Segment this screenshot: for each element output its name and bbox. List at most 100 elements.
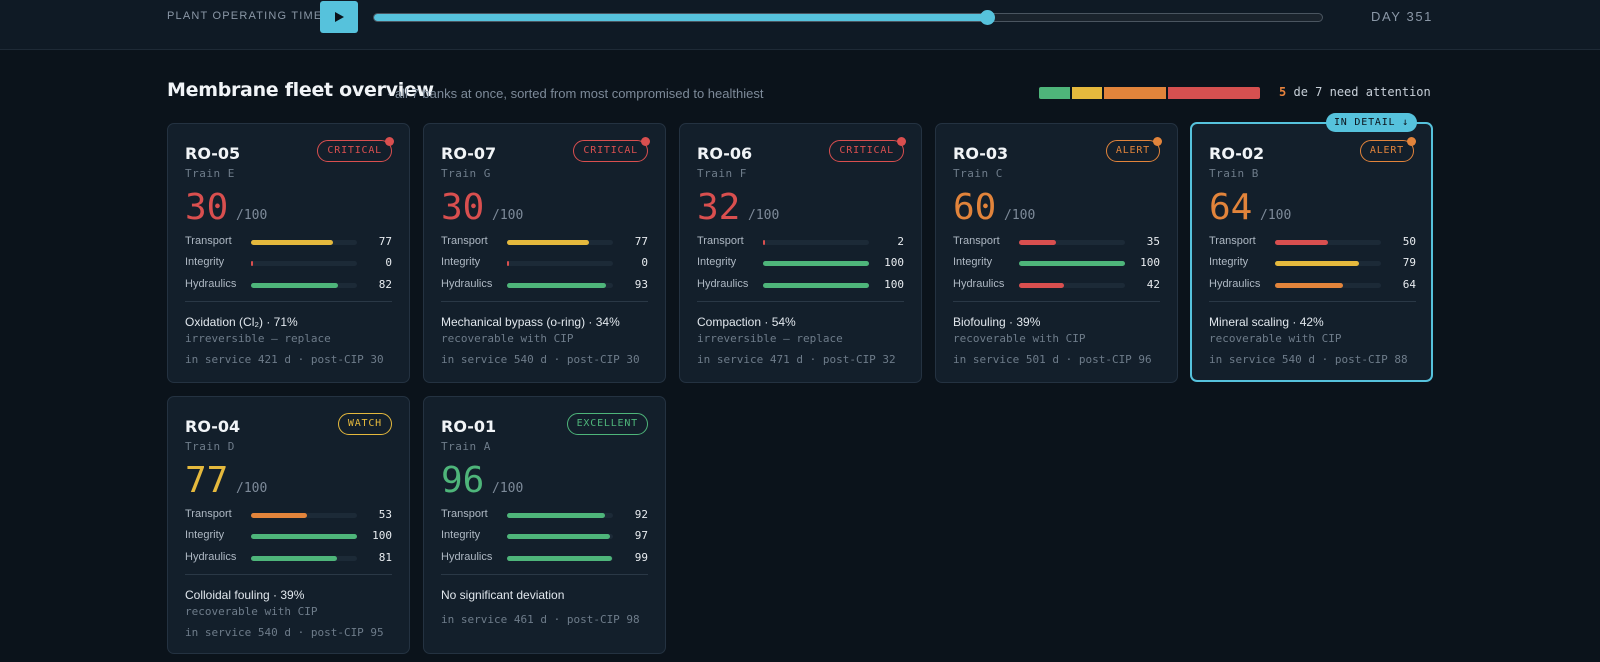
health-score: 96 [441,460,485,501]
metric-label: Integrity [441,256,481,268]
metric-value: 64 [1402,278,1416,291]
diagnosis: No significant deviation [441,588,565,602]
page-title: Membrane fleet overview [167,79,434,101]
card-train: Train F [697,167,747,180]
metric-value: 2 [897,235,904,248]
metric-bar-fill [1019,240,1057,245]
metric-bar-fill [251,556,337,561]
membrane-card-ro-01[interactable]: RO-01 Train A EXCELLENT 96/100 Transport 92 In… [423,396,666,654]
alert-dot [385,137,394,146]
metric-label: Transport [441,508,488,520]
card-id: RO-03 [953,144,1009,163]
metric-value: 50 [1402,235,1416,248]
metric-value: 53 [378,508,392,521]
metric-label: Integrity [697,256,737,268]
membrane-card-ro-05[interactable]: RO-05 Train E CRITICAL 30/100 Transport 77 Int… [167,123,410,383]
metric-label: Integrity [185,256,225,268]
service-info: in service 421 d · post-CIP 30 [185,353,384,366]
metric-bar-fill [251,283,338,288]
diagnosis: Colloidal fouling · 39% [185,588,305,602]
timeline-slider-fill [374,14,988,21]
metric-label: Transport [697,235,744,247]
card-id: RO-07 [441,144,497,163]
metric-bar [1275,240,1381,245]
card-train: Train G [441,167,491,180]
metric-bar-fill [1019,261,1125,266]
service-info: in service 461 d · post-CIP 98 [441,613,640,626]
metric-value: 92 [634,508,648,521]
membrane-card-ro-04[interactable]: RO-04 Train D WATCH 77/100 Transport 53 Integr… [167,396,410,654]
service-info: in service 540 d · post-CIP 95 [185,626,384,639]
metric-row-hydraulics: Hydraulics 42 [953,278,1160,292]
membrane-card-ro-06[interactable]: RO-06 Train F CRITICAL 32/100 Transport 2 Inte… [679,123,922,383]
health-score-max: /100 [236,208,268,223]
metric-bar-fill [251,513,308,518]
health-score: 30 [441,187,485,228]
metric-label: Integrity [441,529,481,541]
metric-row-hydraulics: Hydraulics 100 [697,278,904,292]
play-icon [335,12,344,22]
health-score: 64 [1209,187,1253,228]
card-divider [953,301,1160,302]
metric-bar [251,513,357,518]
service-info: in service 501 d · post-CIP 96 [953,353,1152,366]
page-subtitle: · all 7 banks at once, sorted from most … [387,86,764,101]
status-badge: CRITICAL [829,137,906,162]
card-divider [185,574,392,575]
metric-value: 100 [1140,256,1160,269]
service-info: in service 540 d · post-CIP 30 [441,353,640,366]
timeline-slider-thumb[interactable] [980,10,996,25]
metric-value: 77 [378,235,392,248]
metric-row-integrity: Integrity 0 [185,256,392,270]
metric-bar-fill [507,556,612,561]
card-train: Train E [185,167,235,180]
metric-bar-fill [507,513,605,518]
diagnosis-note: irreversible — replace [185,332,331,345]
status-badge-label: CRITICAL [327,145,382,156]
in-detail-tag: IN DETAIL ↓ [1325,113,1417,132]
diagnosis-note: recoverable with CIP [1209,332,1342,345]
card-train: Train A [441,440,491,453]
metric-label: Transport [185,235,232,247]
membrane-card-ro-02[interactable]: IN DETAIL ↓ RO-02 Train B ALERT 64/100 Transp… [1190,113,1433,382]
metric-value: 35 [1146,235,1160,248]
metric-bar [507,240,613,245]
metric-row-transport: Transport 77 [185,235,392,249]
metric-bar-fill [763,240,766,245]
timeline-label: PLANT OPERATING TIME [167,10,323,22]
health-segment [1167,87,1260,99]
timeline-bar: PLANT OPERATING TIME DAY 351 [0,0,1600,50]
metric-bar [1019,240,1125,245]
metric-bar [763,240,869,245]
status-badge: ALERT [1359,137,1416,162]
health-segment [1104,87,1166,99]
diagnosis-note: irreversible — replace [697,332,843,345]
diagnosis: Compaction · 54% [697,315,796,329]
metric-value: 99 [634,551,648,564]
metric-value: 0 [641,256,648,269]
service-info: in service 471 d · post-CIP 32 [697,353,896,366]
membrane-card-ro-03[interactable]: RO-03 Train C ALERT 60/100 Transport 35 Integr… [935,123,1178,383]
metric-value: 77 [634,235,648,248]
metric-bar [1275,261,1381,266]
metric-row-transport: Transport 77 [441,235,648,249]
metric-bar-fill [763,283,869,288]
metric-label: Hydraulics [185,278,237,290]
status-badge-label: ALERT [1115,145,1150,156]
metric-label: Hydraulics [441,278,493,290]
status-badge: CRITICAL [317,137,394,162]
metric-row-hydraulics: Hydraulics 81 [185,551,392,565]
metric-value: 100 [884,256,904,269]
alert-dot [897,137,906,146]
day-label: DAY 351 [1370,9,1433,24]
status-badge-label: ALERT [1369,145,1404,156]
timeline-slider[interactable] [373,10,1323,25]
alert-dot [641,137,650,146]
status-badge: EXCELLENT [566,413,648,435]
diagnosis: Biofouling · 39% [953,315,1041,329]
membrane-card-ro-07[interactable]: RO-07 Train G CRITICAL 30/100 Transport 77 Int… [423,123,666,383]
metric-bar [507,513,613,518]
health-score-max: /100 [1004,208,1036,223]
play-button[interactable] [320,1,358,33]
metric-bar [251,534,357,539]
